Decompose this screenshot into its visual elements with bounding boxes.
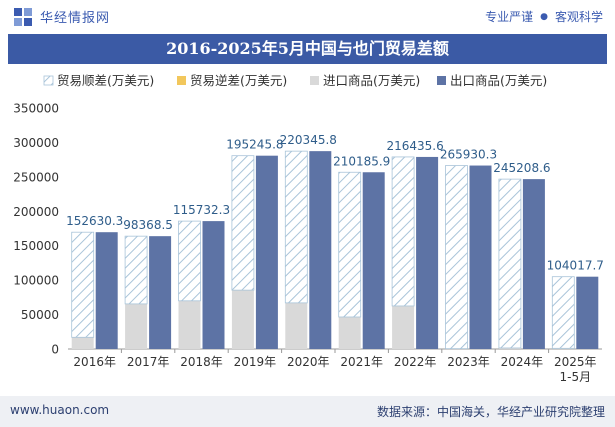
surplus-value-label-3: 115732.3 <box>173 203 230 217</box>
x-tick-label-2: 2017年 <box>127 355 170 369</box>
tagline-dot-icon: ● <box>540 11 548 22</box>
tagline-right: 客观科学 <box>554 10 603 24</box>
surplus-bar-8 <box>445 165 468 350</box>
export-bar-4 <box>255 155 278 349</box>
bar-chart: 贸易顺差(万美元) 贸易逆差(万美元) 进口商品(万美元) 出口商品(万美元) 0 500… <box>13 73 604 384</box>
surplus-bar-7 <box>391 156 415 307</box>
footer: www.huaon.com 数据来源：中国海关，华经产业研究院整理 <box>0 396 615 427</box>
surplus-bar-4 <box>231 155 255 291</box>
surplus-value-label-4: 195245.8 <box>226 138 283 152</box>
export-bar-2 <box>149 236 172 349</box>
y-tick-label-7: 300000 <box>13 136 59 150</box>
import-bar-3 <box>178 300 201 349</box>
surplus-bar-6 <box>338 171 362 318</box>
x-tick-label-10: 2025年 1-5月 <box>554 355 597 384</box>
y-tick-label-5: 200000 <box>13 205 59 219</box>
chart-title: 2016-2025年5月中国与也门贸易差额 <box>166 39 449 58</box>
surplus-value-label-8: 265930.3 <box>440 148 497 162</box>
legend-swatch-4 <box>437 76 446 85</box>
x-tick-label-5: 2020年 <box>287 355 330 369</box>
surplus-value-label-9: 245208.6 <box>493 161 550 175</box>
import-bar-2 <box>125 303 148 349</box>
y-tick-label-6: 250000 <box>13 170 59 184</box>
brand: 华经情报网 <box>14 7 110 26</box>
x-tick-label-3: 2018年 <box>180 355 223 369</box>
y-tick-label-8: 350000 <box>13 102 59 116</box>
brand-name: 华经情报网 <box>40 11 111 26</box>
import-bar-5 <box>285 302 308 349</box>
export-bar-6 <box>362 172 385 349</box>
export-bar-3 <box>202 221 225 349</box>
legend-swatch-1 <box>43 75 54 86</box>
export-bar-5 <box>309 151 332 349</box>
surplus-bar-3 <box>178 220 201 302</box>
import-bar-6 <box>338 316 361 349</box>
surplus-value-label-6: 210185.9 <box>333 154 390 168</box>
top-bar: 华经情报网 专业严谨 ● 客观科学 <box>0 0 615 32</box>
import-bar-7 <box>392 305 415 349</box>
x-tick-label-1: 2016年 <box>73 355 116 369</box>
surplus-bar-5 <box>284 150 308 304</box>
surplus-value-label-5: 220345.8 <box>280 133 337 147</box>
y-tick-label-3: 100000 <box>13 274 59 288</box>
surplus-value-label-1: 152630.3 <box>66 214 123 228</box>
tagline: 专业严谨 ● 客观科学 <box>485 8 603 25</box>
tagline-left: 专业严谨 <box>485 10 534 24</box>
x-tick-label-4: 2019年 <box>234 355 277 369</box>
surplus-value-label-10: 104017.7 <box>547 259 604 273</box>
surplus-bar-10 <box>551 276 575 349</box>
export-bar-10 <box>576 276 599 349</box>
import-bar-4 <box>231 290 254 349</box>
y-tick-label-2: 50000 <box>21 308 59 322</box>
x-tick-label-6: 2021年 <box>340 355 383 369</box>
surplus-bar-9 <box>498 178 522 349</box>
legend-label-3: 进口商品(万美元) <box>323 73 420 88</box>
x-tick-label-7: 2022年 <box>394 355 437 369</box>
legend-swatch-2 <box>177 76 186 85</box>
legend-swatch-3 <box>310 76 319 85</box>
legend-label-2: 贸易逆差(万美元) <box>190 73 287 88</box>
export-bar-7 <box>416 156 439 349</box>
legend-label-1: 贸易顺差(万美元) <box>57 73 154 88</box>
footer-url: www.huaon.com <box>10 403 110 417</box>
y-tick-label-4: 150000 <box>13 239 59 253</box>
x-tick-label-8: 2023年 <box>447 355 490 369</box>
logo-icon <box>14 7 32 26</box>
x-tick-label-9: 2024年 <box>501 355 544 369</box>
export-bar-1 <box>95 232 118 349</box>
surplus-bar-1 <box>71 231 95 338</box>
y-tick-label-1: 0 <box>51 343 59 357</box>
surplus-value-label-2: 98368.5 <box>123 218 173 232</box>
surplus-value-label-7: 216435.6 <box>386 139 443 153</box>
import-bar-9 <box>498 347 521 349</box>
surplus-bar-2 <box>124 235 148 305</box>
export-bar-8 <box>469 165 492 349</box>
import-bar-1 <box>71 337 94 349</box>
data-source: 数据来源：中国海关，华经产业研究院整理 <box>376 405 605 419</box>
export-bar-9 <box>522 179 545 349</box>
legend-label-4: 出口商品(万美元) <box>450 73 547 88</box>
title-band: 2016-2025年5月中国与也门贸易差额 <box>8 34 607 64</box>
